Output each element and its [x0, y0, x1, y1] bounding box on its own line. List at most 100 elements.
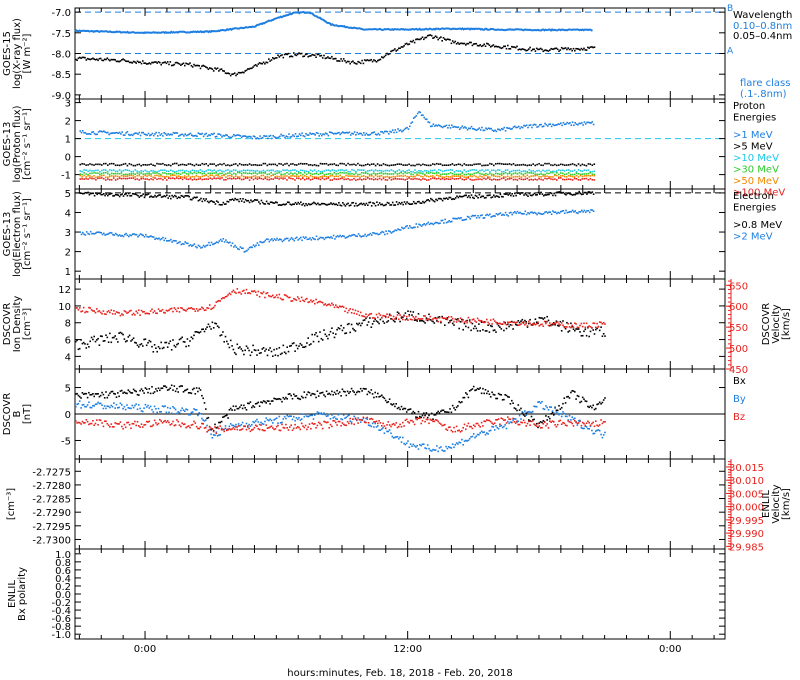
data-point: [446, 447, 449, 450]
data-point: [596, 322, 598, 325]
data-point: [378, 177, 381, 180]
data-point: [146, 175, 148, 177]
data-point: [198, 387, 200, 390]
data-point: [76, 422, 78, 424]
data-point: [474, 128, 477, 131]
data-point: [487, 173, 489, 176]
data-point: [296, 135, 298, 138]
data-point: [166, 179, 168, 181]
data-point: [374, 232, 377, 235]
data-point: [370, 326, 373, 328]
data-point: [593, 170, 596, 173]
data-point: [294, 237, 297, 240]
data-point: [273, 348, 275, 351]
data-point: [276, 164, 278, 167]
data-point: [88, 306, 90, 309]
data-point: [430, 450, 433, 452]
data-point: [269, 347, 271, 349]
data-point: [343, 169, 345, 172]
data-point: [110, 175, 113, 177]
data-point: [317, 238, 319, 241]
data-point: [126, 131, 129, 133]
data-point: [340, 132, 343, 134]
data-point: [89, 172, 91, 175]
data-point: [575, 178, 578, 180]
data-point: [186, 338, 189, 340]
data-point: [130, 194, 133, 197]
data-point: [76, 392, 78, 395]
data-point: [142, 60, 144, 62]
data-point: [99, 163, 101, 166]
data-point: [219, 172, 221, 175]
data-point: [257, 63, 260, 65]
data-point: [379, 318, 382, 321]
data-point: [558, 176, 560, 178]
data-point: [453, 446, 455, 449]
data-point: [90, 309, 93, 311]
data-point: [457, 318, 459, 320]
data-point: [114, 179, 117, 181]
data-point: [586, 193, 588, 195]
data-point: [155, 347, 157, 349]
data-point: [506, 127, 508, 129]
data-point: [296, 177, 298, 179]
data-point: [310, 414, 312, 416]
data-point: [204, 133, 206, 136]
data-point: [410, 226, 412, 229]
data-point: [425, 317, 428, 319]
data-point: [185, 62, 187, 65]
data-point: [579, 211, 582, 213]
data-point: [155, 312, 157, 314]
data-point: [430, 169, 432, 172]
data-point: [328, 237, 331, 239]
data-point: [425, 447, 428, 450]
data-point: [258, 244, 260, 246]
data-point: [485, 196, 487, 199]
data-point: [520, 323, 522, 325]
data-point: [533, 48, 535, 50]
data-point: [157, 61, 160, 63]
data-point: [500, 323, 503, 325]
data-point: [274, 176, 276, 178]
data-point: [295, 417, 298, 419]
data-point: [470, 215, 473, 218]
data-point: [293, 239, 295, 242]
data-point: [392, 403, 395, 405]
data-point: [440, 125, 443, 128]
data-point: [170, 174, 172, 177]
data-point: [581, 427, 584, 430]
data-point: [254, 177, 257, 179]
data-point: [239, 198, 242, 200]
data-point: [83, 163, 85, 165]
data-point: [189, 307, 191, 310]
data-point: [81, 420, 84, 423]
data-point: [114, 422, 116, 424]
data-point: [302, 396, 304, 399]
data-point: [254, 172, 257, 174]
data-point: [496, 46, 499, 48]
data-point: [235, 198, 238, 201]
data-point: [437, 172, 440, 174]
data-point: [276, 175, 278, 178]
data-point: [447, 178, 450, 180]
data-point: [495, 163, 497, 165]
data-point: [223, 428, 225, 431]
data-point: [577, 169, 580, 171]
data-point: [330, 236, 332, 238]
data-point: [444, 125, 446, 127]
data-point: [262, 423, 265, 425]
data-point: [441, 177, 444, 180]
data-point: [307, 391, 309, 393]
data-point: [583, 191, 586, 194]
data-point: [479, 175, 481, 177]
data-point: [120, 174, 123, 177]
data-point: [95, 169, 97, 172]
data-point: [174, 61, 177, 64]
data-point: [180, 385, 182, 387]
data-point: [256, 169, 259, 172]
data-point: [477, 215, 479, 217]
data-point: [562, 402, 564, 405]
data-point: [465, 218, 467, 221]
data-point: [530, 49, 533, 52]
data-point: [254, 164, 257, 166]
